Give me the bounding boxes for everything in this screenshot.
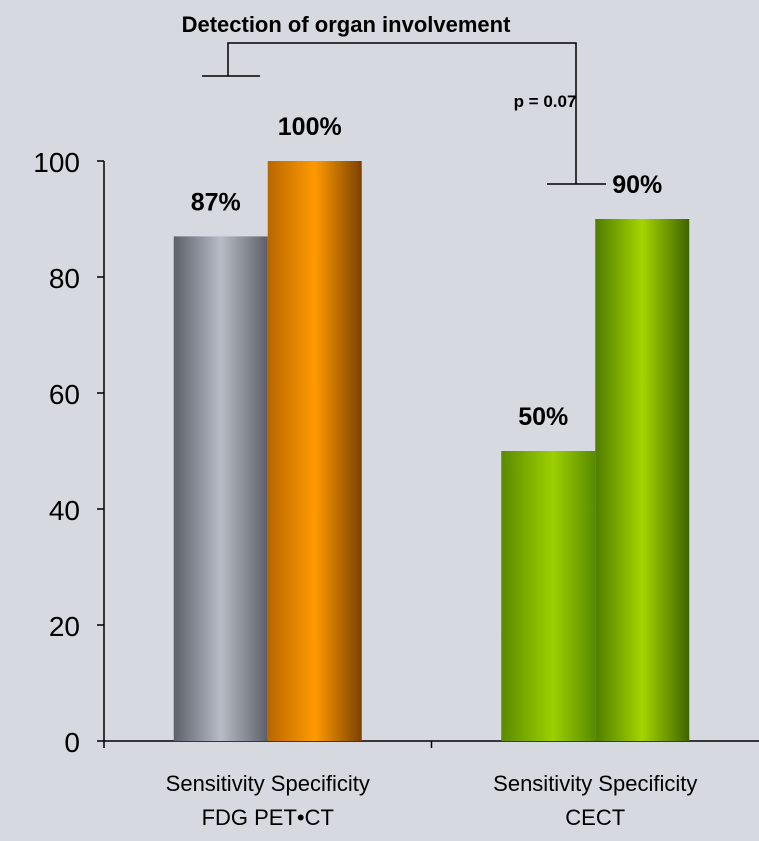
significance-bracket xyxy=(202,42,606,185)
y-tick-label: 20 xyxy=(49,611,80,642)
bracket-top-line xyxy=(227,42,577,184)
bar-value-label: 90% xyxy=(612,171,662,199)
bar-value-label: 100% xyxy=(278,113,342,141)
group-label: FDG PET•CT xyxy=(202,805,334,830)
group-label: CECT xyxy=(565,805,625,830)
y-tick-label: 80 xyxy=(49,263,80,294)
bar-specificity xyxy=(267,161,362,741)
bar-sensitivity xyxy=(173,236,268,741)
y-tick-label: 0 xyxy=(64,727,80,758)
category-labels-layer: Sensitivity Specificity FDG PET•CT Sensiti… xyxy=(166,771,698,830)
chart-title: Detection of organ involvement xyxy=(182,12,511,37)
y-axis: 0 20 40 60 80 100 xyxy=(33,147,105,758)
value-labels-layer: 87% 100% 50% 90% xyxy=(191,113,663,431)
bar-value-label: 50% xyxy=(518,403,568,431)
x-axis xyxy=(103,740,759,748)
y-tick-label: 40 xyxy=(49,495,80,526)
y-tick-label: 100 xyxy=(33,147,80,178)
bars-layer xyxy=(173,161,690,741)
y-tick-label: 60 xyxy=(49,379,80,410)
bar-specificity xyxy=(595,219,690,741)
bar-metric-labels: Sensitivity Specificity xyxy=(493,771,697,796)
bar-value-label: 87% xyxy=(191,188,241,216)
p-value-annotation: p = 0.07 xyxy=(514,92,577,111)
bar-sensitivity xyxy=(501,451,596,741)
bar-metric-labels: Sensitivity Specificity xyxy=(166,771,370,796)
